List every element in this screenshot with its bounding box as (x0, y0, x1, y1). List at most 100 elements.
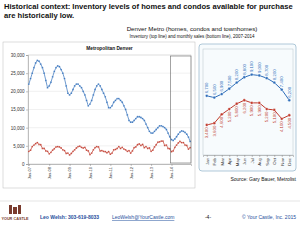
y-axis: 05,00010,00015,00020,00025,00030,000 (11, 53, 29, 167)
marks (28, 60, 191, 156)
tick-mark (26, 55, 28, 56)
tick-mark (26, 73, 28, 74)
point (40, 144, 42, 146)
point (142, 143, 144, 145)
tick-label: 10,000 (11, 126, 25, 131)
series-line (29, 141, 190, 155)
x-tick: Jan-11 (108, 164, 113, 179)
point (65, 85, 67, 87)
tick-mark (274, 155, 275, 157)
point (59, 146, 61, 148)
copyright: © Your Castle, Inc. 2015 (242, 214, 296, 220)
grid-line (28, 91, 191, 92)
point (67, 152, 69, 154)
point (94, 147, 96, 149)
logo-text: YOUR CASTLE (1, 217, 29, 221)
point (213, 96, 216, 99)
point (47, 87, 49, 89)
data-labels: 6,7006,5006,9007,5008,2008,8009,1009,000… (204, 61, 292, 138)
point (130, 152, 132, 154)
point (42, 147, 44, 149)
point (162, 126, 164, 128)
point (273, 81, 276, 84)
point (118, 146, 120, 148)
point (265, 108, 268, 111)
tick-label: May (235, 157, 240, 166)
point (104, 96, 106, 98)
data-label: 6,700 (204, 82, 209, 93)
point (135, 118, 137, 120)
point (137, 144, 139, 146)
point (89, 154, 91, 156)
x-tick: Jan-13 (149, 164, 154, 179)
point (106, 152, 108, 154)
point (133, 147, 135, 149)
point (43, 72, 45, 74)
point (99, 85, 101, 87)
point (77, 83, 79, 85)
point (64, 78, 66, 80)
x-tick: Jun (242, 155, 247, 165)
point (164, 145, 166, 147)
point (167, 147, 169, 149)
point (133, 120, 135, 122)
point (125, 109, 127, 111)
point (147, 147, 149, 149)
x-tick: Jul (250, 155, 255, 164)
point (31, 146, 33, 148)
chart-0: 05,00010,00015,00020,00025,00030,000Jan-… (11, 46, 192, 179)
point (74, 85, 76, 87)
point (250, 73, 253, 76)
point (50, 81, 52, 83)
point (108, 107, 110, 109)
point (82, 147, 84, 149)
point (67, 92, 69, 94)
tick-mark (207, 155, 208, 157)
x-tick: Jan-12 (129, 164, 134, 179)
x-tick: Aug (257, 155, 262, 166)
logo-block (9, 205, 12, 214)
point (89, 103, 91, 105)
x-tick: Jan (205, 155, 210, 165)
x-tick: Jan-14 (169, 164, 174, 179)
tick-mark (90, 164, 91, 166)
point (30, 149, 32, 151)
point (177, 142, 179, 144)
tick-label: Jan-12 (129, 166, 134, 179)
tick-mark (171, 164, 172, 166)
point (188, 136, 190, 138)
point (86, 100, 88, 102)
point (84, 146, 86, 148)
series-line (29, 60, 190, 141)
data-label: 7,500 (227, 75, 232, 86)
point (154, 130, 156, 132)
point (213, 122, 216, 125)
heading: Historical context: Inventory levels of … (4, 2, 296, 20)
tick-label: 25,000 (11, 71, 25, 76)
y-tick: 5,000 (13, 144, 28, 149)
x-tick: Oct (272, 155, 277, 165)
tick-label: 30,000 (11, 53, 25, 58)
logo-icon (9, 205, 21, 214)
x-tick: May (235, 155, 240, 166)
y-tick: 30,000 (11, 53, 28, 58)
chart-1: JanFebMarAprMayJunJulAugSepOctNovDec6,70… (203, 49, 294, 166)
point (128, 150, 130, 152)
point (55, 67, 57, 69)
point (92, 94, 94, 96)
point (174, 146, 176, 148)
point (79, 145, 81, 147)
point (172, 150, 174, 152)
point (280, 88, 283, 91)
point (181, 142, 183, 144)
point (179, 131, 181, 133)
point (70, 153, 72, 155)
point (28, 83, 30, 85)
point (87, 105, 89, 107)
point (96, 146, 98, 148)
x-tick: Mar (220, 155, 225, 165)
tick-label: Jan (205, 157, 210, 165)
tick-label: Mar (220, 157, 225, 165)
point (143, 120, 145, 122)
point (184, 144, 186, 146)
